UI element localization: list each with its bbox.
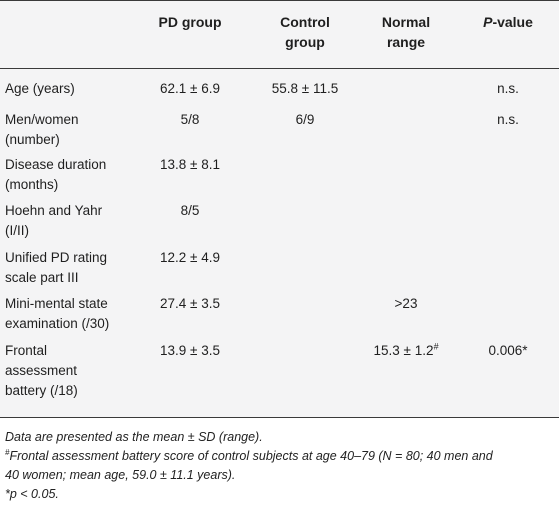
row-label: Men/women (number) <box>5 112 79 147</box>
row-label: Disease duration (months) <box>5 157 107 192</box>
header-pd-group: PD group <box>158 14 222 30</box>
header-normal-range: Normal range <box>381 14 431 50</box>
table-bottom-rule <box>0 417 559 418</box>
header-rule <box>0 68 559 69</box>
row-label: Hoehn and Yahr (I/II) <box>5 203 103 238</box>
cell-pd: 8/5 <box>180 203 200 218</box>
cell-p-value: n.s. <box>497 81 519 96</box>
cell-pd: 13.8 ± 8.1 <box>160 157 220 172</box>
footnote-data-presentation: Data are presented as the mean ± SD (ran… <box>5 430 263 444</box>
data-table: PD group Control group Normal range P-va… <box>0 0 559 418</box>
cell-pd: 12.2 ± 4.9 <box>160 250 220 265</box>
footnote-significance: *p < 0.05. <box>5 487 59 501</box>
row-label: Age (years) <box>5 81 75 96</box>
footnote-fab-control-cont: 40 women; mean age, 59.0 ± 11.1 years). <box>5 468 236 482</box>
cell-p-value: n.s. <box>497 112 519 127</box>
header-control-group: Control group <box>280 14 330 50</box>
table-footnotes: Data are presented as the mean ± SD (ran… <box>5 428 555 504</box>
cell-normal: >23 <box>394 296 418 311</box>
cell-pd: 62.1 ± 6.9 <box>160 81 220 96</box>
cell-control: 55.8 ± 11.5 <box>271 81 339 96</box>
cell-pd: 27.4 ± 3.5 <box>160 296 220 311</box>
cell-control: 6/9 <box>295 112 315 127</box>
table-top-rule <box>0 0 559 1</box>
footnote-fab-control: #Frontal assessment battery score of con… <box>5 447 493 463</box>
row-label: Mini-mental state examination (/30) <box>5 296 110 331</box>
header-p-value: P-value <box>483 14 533 30</box>
cell-normal: 15.3 ± 1.2# <box>373 341 439 358</box>
row-label: Unified PD rating scale part III <box>5 250 108 285</box>
cell-p-value: 0.006* <box>488 343 528 358</box>
row-label: Frontal assessment battery (/18) <box>5 343 78 398</box>
cell-pd: 5/8 <box>180 112 200 127</box>
cell-pd: 13.9 ± 3.5 <box>160 343 220 358</box>
